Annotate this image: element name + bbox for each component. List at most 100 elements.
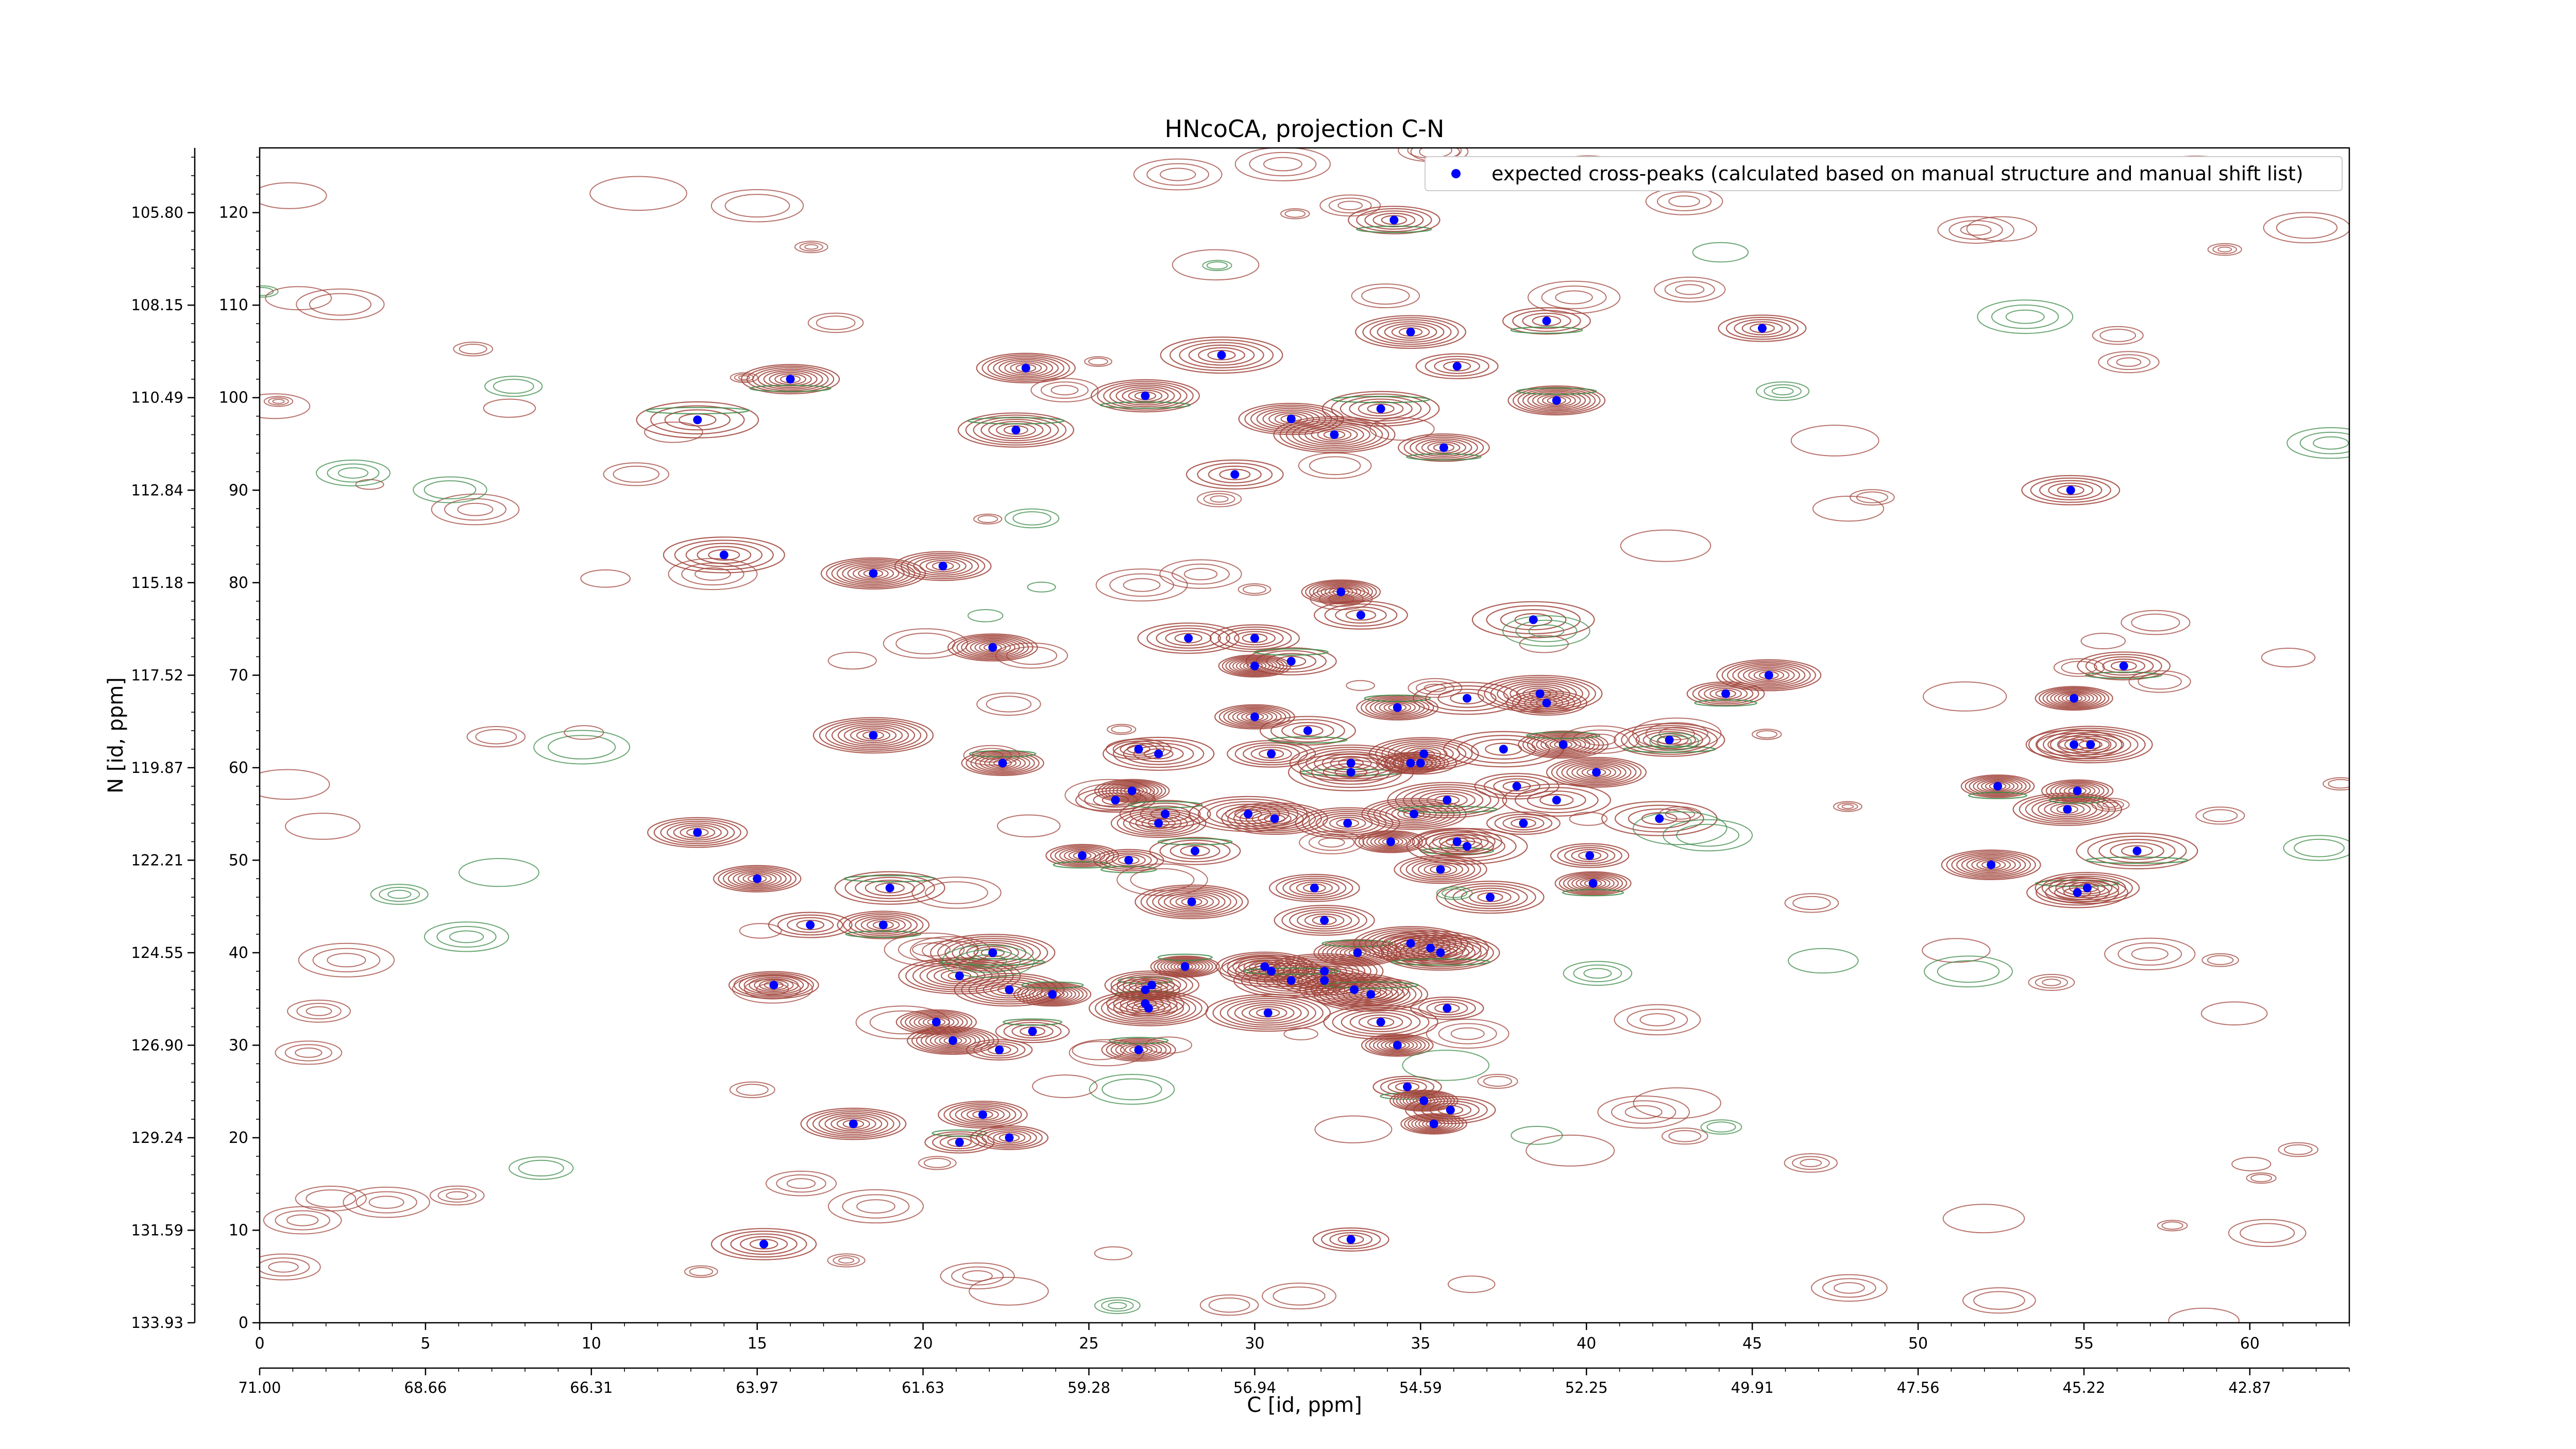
- contour-ring: [2045, 781, 2109, 801]
- contour-ring: [837, 911, 930, 939]
- noise-contour: [1299, 831, 1365, 854]
- contour-ring: [1355, 315, 1466, 349]
- contour-ring: [1405, 1096, 1496, 1124]
- contour-ring: [2041, 779, 2114, 802]
- noise-contour: [431, 493, 520, 526]
- contour-ring: [1241, 712, 1268, 722]
- contour-ring: [1345, 609, 1377, 621]
- noise-contour: [1834, 1282, 1865, 1294]
- contour-ring: [1374, 835, 1408, 848]
- noise-contour: [1101, 1078, 1162, 1101]
- contour-ring: [1428, 834, 1505, 858]
- contour-ring: [2021, 475, 2121, 506]
- contour-ring: [1233, 631, 1276, 646]
- y-tick-label: 50: [229, 851, 248, 869]
- cross-peak-marker: [1558, 740, 1568, 749]
- contour-ring: [2057, 734, 2124, 755]
- contour-ring: [1964, 776, 2031, 797]
- contour-ring: [650, 405, 745, 435]
- cross-peak-marker: [1655, 814, 1664, 823]
- contour-ring: [1571, 764, 1621, 781]
- cross-peak-marker: [1346, 759, 1355, 768]
- noise-contour: [1234, 148, 1331, 181]
- contour-ring: [2076, 832, 2198, 870]
- contour-ring: [1017, 983, 1088, 1006]
- contour-ring: [1170, 894, 1214, 909]
- noise-contour: [1639, 1013, 1675, 1026]
- contour-ring: [1025, 985, 1080, 1004]
- noise-contour: [1145, 1036, 1193, 1054]
- contour-ring: [1101, 1038, 1176, 1062]
- contour-ring: [1423, 947, 1458, 959]
- cross-peak-marker: [1552, 396, 1561, 405]
- contour-ring-negative: [969, 750, 1037, 757]
- noise-contour: [2284, 1144, 2313, 1155]
- contour-ring: [1502, 816, 1545, 831]
- y-ppm-tick-label: 131.59: [131, 1221, 183, 1239]
- contour-ring: [1439, 837, 1495, 855]
- contour-ring: [2077, 651, 2171, 681]
- noise-contour: [2231, 1157, 2272, 1172]
- cross-peak-marker: [1260, 962, 1269, 971]
- contour-ring: [2055, 783, 2100, 799]
- cross-peak-marker: [1406, 939, 1415, 948]
- noise-contour: [518, 1159, 564, 1177]
- y-ppm-tick-label: 124.55: [131, 944, 183, 962]
- contour-ring: [2026, 877, 2129, 908]
- contour-ring: [1256, 650, 1327, 673]
- contour-ring: [742, 873, 772, 884]
- noise-contour: [337, 467, 369, 479]
- cross-peak-marker: [2132, 846, 2142, 855]
- y-tick-label: 100: [219, 389, 248, 407]
- x-tick-label: 25: [1079, 1335, 1098, 1353]
- contour-ring: [1094, 779, 1170, 803]
- contour-ring: [774, 373, 806, 385]
- contour-ring: [1170, 843, 1221, 860]
- cross-peak-marker: [1154, 819, 1163, 828]
- noise-contour: [306, 1189, 357, 1208]
- contour-ring: [976, 352, 1076, 383]
- noise-contour: [2294, 838, 2345, 857]
- contour-ring: [1532, 392, 1581, 409]
- noise-contour: [2286, 427, 2349, 459]
- cross-peak-marker: [1429, 1119, 1438, 1128]
- noise-contour: [1856, 491, 1888, 503]
- contour-ring: [1425, 356, 1489, 377]
- contour-ring: [730, 1233, 798, 1255]
- noise-contour: [710, 189, 804, 223]
- contour-ring: [713, 865, 802, 892]
- contour-ring: [970, 752, 1035, 773]
- contour-ring: [1268, 873, 1360, 902]
- contour-ring: [1223, 706, 1286, 727]
- contour-ring: [1241, 1004, 1295, 1022]
- noise-contour: [285, 813, 361, 840]
- contour-ring: [1444, 883, 1536, 912]
- noise-contour: [1706, 1121, 1736, 1133]
- contour-ring-negative: [1391, 958, 1490, 966]
- contour-ring: [930, 934, 1056, 972]
- cross-peak-marker: [2070, 694, 2079, 703]
- contour-ring-negative: [1405, 453, 1482, 461]
- contour-ring: [995, 1019, 1070, 1043]
- cross-peak-marker: [1426, 943, 1435, 953]
- contour-ring: [901, 552, 986, 580]
- cross-peak-marker: [1446, 1105, 1455, 1115]
- noise-contour: [1620, 529, 1711, 562]
- contour-ring: [1369, 319, 1452, 345]
- cross-peak-marker: [931, 1018, 941, 1026]
- noise-contour: [423, 480, 477, 499]
- noise-contour: [1584, 733, 1617, 746]
- noise-contour: [2005, 309, 2045, 324]
- noise-contour: [2080, 633, 2126, 649]
- contour-ring: [855, 916, 912, 935]
- noise-contour: [1095, 568, 1188, 602]
- contour-ring: [1474, 773, 1560, 800]
- noise-contour: [2121, 610, 2191, 635]
- contour-ring: [1304, 425, 1364, 445]
- noise-contour: [1012, 511, 1052, 526]
- noise-contour: [370, 884, 429, 905]
- x-ppm-tick-label: 54.59: [1399, 1379, 1442, 1396]
- contour-ring: [1298, 423, 1370, 446]
- chart-title: HNcoCA, projection C-N: [1165, 115, 1445, 143]
- cross-peak-marker: [1286, 976, 1296, 985]
